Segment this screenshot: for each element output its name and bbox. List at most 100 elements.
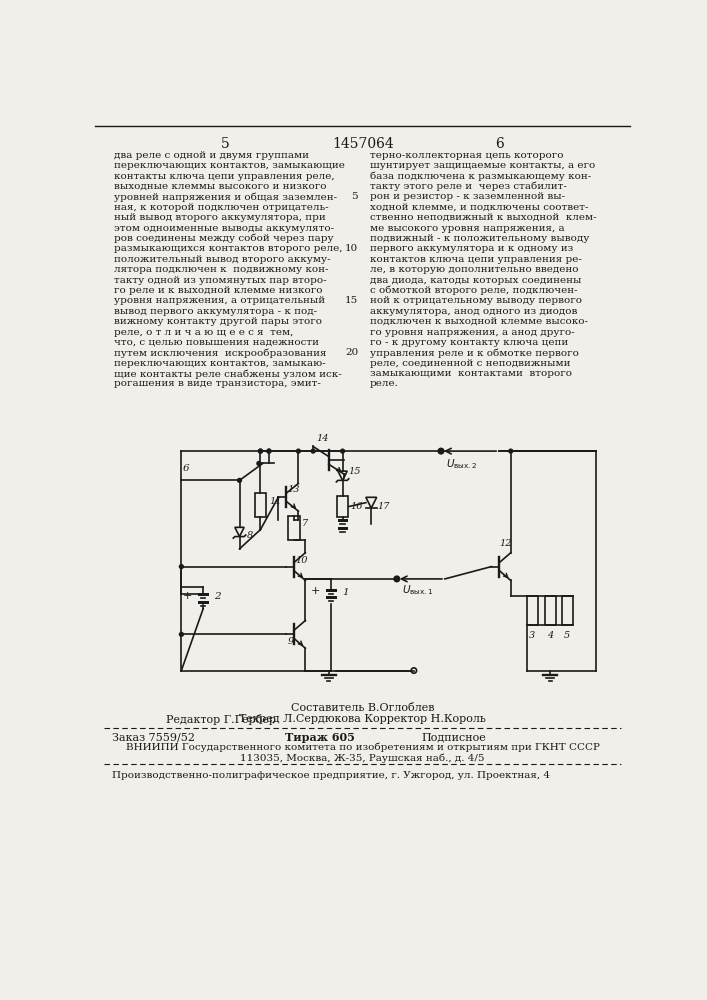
Text: +: + (183, 591, 192, 601)
Text: 14: 14 (316, 434, 329, 443)
Text: ный вывод второго аккумулятора, при: ный вывод второго аккумулятора, при (114, 213, 326, 222)
Text: уровней напряжения и общая заземлен-: уровней напряжения и общая заземлен- (114, 192, 337, 202)
Text: контактов ключа цепи управления ре-: контактов ключа цепи управления ре- (370, 255, 582, 264)
Text: +: + (310, 586, 320, 596)
Text: 20: 20 (345, 348, 358, 357)
Text: ме высокого уровня напряжения, а: ме высокого уровня напряжения, а (370, 224, 564, 233)
Text: ходной клемме, и подключены соответ-: ходной клемме, и подключены соответ- (370, 203, 588, 212)
Text: 5: 5 (221, 137, 230, 151)
Text: аккумулятора, анод одного из диодов: аккумулятора, анод одного из диодов (370, 307, 577, 316)
Text: Заказ 7559/52: Заказ 7559/52 (112, 732, 194, 742)
Text: такту этого реле и  через стабилит-: такту этого реле и через стабилит- (370, 182, 566, 191)
Text: терно-коллекторная цепь которого: терно-коллекторная цепь которого (370, 151, 563, 160)
Text: 113035, Москва, Ж-35, Раушская наб., д. 4/5: 113035, Москва, Ж-35, Раушская наб., д. … (240, 754, 485, 763)
Text: Тираж 605: Тираж 605 (285, 732, 355, 743)
Text: ной к отрицательному выводу первого: ной к отрицательному выводу первого (370, 296, 582, 305)
Text: положительный вывод второго аккуму-: положительный вывод второго аккуму- (114, 255, 331, 264)
Circle shape (311, 449, 315, 453)
Bar (545, 596, 556, 625)
Text: путем исключения  искрообразования: путем исключения искрообразования (114, 348, 327, 358)
Circle shape (267, 449, 271, 453)
Text: реле, соединенной с неподвижными: реле, соединенной с неподвижными (370, 359, 571, 368)
Text: с обмоткой второго реле, подключен-: с обмоткой второго реле, подключен- (370, 286, 578, 295)
Circle shape (395, 577, 399, 581)
Text: что, с целью повышения надежности: что, с целью повышения надежности (114, 338, 319, 347)
Text: ров соединены между собой через пару: ров соединены между собой через пару (114, 234, 334, 243)
Circle shape (257, 461, 261, 465)
Circle shape (259, 449, 262, 453)
Text: ле, в которую дополнительно введено: ле, в которую дополнительно введено (370, 265, 578, 274)
Circle shape (180, 565, 183, 569)
Text: 6: 6 (495, 137, 503, 151)
Text: 7: 7 (303, 519, 308, 528)
Circle shape (267, 449, 271, 453)
Text: такту одной из упомянутых пар второ-: такту одной из упомянутых пар второ- (114, 276, 327, 285)
Text: база подключена к размыкающему кон-: база подключена к размыкающему кон- (370, 172, 591, 181)
Circle shape (296, 449, 300, 453)
Text: Техред Л.Сердюкова Корректор Н.Король: Техред Л.Сердюкова Корректор Н.Король (239, 714, 486, 724)
Text: два реле с одной и двумя группами: два реле с одной и двумя группами (114, 151, 309, 160)
Text: ная, к которой подключен отрицатель-: ная, к которой подключен отрицатель- (114, 203, 329, 212)
Text: выходные клеммы высокого и низкого: выходные клеммы высокого и низкого (114, 182, 327, 191)
Text: $U_{\sf вых.2}$: $U_{\sf вых.2}$ (446, 457, 478, 471)
Text: вижному контакту другой пары этого: вижному контакту другой пары этого (114, 317, 322, 326)
Text: Составитель В.Оглоблев: Составитель В.Оглоблев (291, 703, 435, 713)
Text: 13: 13 (288, 485, 300, 494)
Text: уровня напряжения, а отрицательный: уровня напряжения, а отрицательный (114, 296, 325, 305)
Text: рогашения в виде транзистора, эмит-: рогашения в виде транзистора, эмит- (114, 379, 321, 388)
Text: 15: 15 (349, 467, 361, 476)
Text: 10: 10 (296, 556, 308, 565)
Text: 12: 12 (499, 539, 512, 548)
Circle shape (509, 449, 513, 453)
Bar (527, 596, 538, 625)
Text: шунтирует защищаемые контакты, а его: шунтирует защищаемые контакты, а его (370, 161, 595, 170)
Text: 1: 1 (341, 588, 349, 597)
Text: рон и резистор - к заземленной вы-: рон и резистор - к заземленной вы- (370, 192, 565, 201)
Circle shape (238, 478, 241, 482)
Bar (562, 596, 573, 625)
Text: 10: 10 (345, 244, 358, 253)
Text: го уровня напряжения, а анод друго-: го уровня напряжения, а анод друго- (370, 328, 575, 337)
Circle shape (180, 632, 183, 636)
Text: 15: 15 (345, 296, 358, 305)
Text: го - к другому контакту ключа цепи: го - к другому контакту ключа цепи (370, 338, 568, 347)
Text: 4: 4 (547, 631, 554, 640)
Text: управления реле и к обмотке первого: управления реле и к обмотке первого (370, 348, 578, 358)
Circle shape (439, 449, 443, 453)
Text: 1457064: 1457064 (332, 137, 394, 151)
Circle shape (259, 449, 262, 453)
Text: 5: 5 (564, 631, 571, 640)
Text: реле, о т л и ч а ю щ е е с я  тем,: реле, о т л и ч а ю щ е е с я тем, (114, 328, 293, 337)
Text: щие контакты реле снабжены узлом иск-: щие контакты реле снабжены узлом иск- (114, 369, 341, 379)
Text: Подписное: Подписное (421, 732, 486, 742)
Text: Редактор Г.Гербер: Редактор Г.Гербер (166, 714, 276, 725)
Text: 6: 6 (183, 464, 189, 473)
Circle shape (341, 449, 344, 453)
Bar (288, 516, 300, 540)
Text: первого аккумулятора и к одному из: первого аккумулятора и к одному из (370, 244, 573, 253)
Bar (337, 496, 349, 517)
Text: размыкающихся контактов второго реле,: размыкающихся контактов второго реле, (114, 244, 342, 253)
Text: Производственно-полиграфическое предприятие, г. Ужгород, ул. Проектная, 4: Производственно-полиграфическое предприя… (112, 771, 549, 780)
Text: 5: 5 (351, 192, 358, 201)
Text: переключающих контактов, замыкающие: переключающих контактов, замыкающие (114, 161, 345, 170)
Text: контакты ключа цепи управления реле,: контакты ключа цепи управления реле, (114, 172, 334, 181)
Text: ВНИИПИ Государственного комитета по изобретениям и открытиям при ГКНТ СССР: ВНИИПИ Государственного комитета по изоб… (126, 743, 600, 752)
Text: замыкающими  контактами  второго: замыкающими контактами второго (370, 369, 572, 378)
Text: 11: 11 (270, 497, 282, 506)
Text: этом одноименные выводы аккумулято-: этом одноименные выводы аккумулято- (114, 224, 334, 233)
Text: $U_{\sf вых.1}$: $U_{\sf вых.1}$ (402, 584, 434, 597)
Text: 9: 9 (288, 637, 294, 646)
Text: подвижный - к положительному выводу: подвижный - к положительному выводу (370, 234, 589, 243)
Text: вывод первого аккумулятора - к под-: вывод первого аккумулятора - к под- (114, 307, 317, 316)
Text: 2: 2 (214, 592, 221, 601)
Text: переключающих контактов, замыкаю-: переключающих контактов, замыкаю- (114, 359, 326, 368)
Text: два диода, катоды которых соединены: два диода, катоды которых соединены (370, 276, 581, 285)
Text: ственно неподвижный к выходной  клем-: ственно неподвижный к выходной клем- (370, 213, 596, 222)
Text: 16: 16 (351, 502, 363, 511)
Text: 3: 3 (530, 631, 536, 640)
Text: 17: 17 (378, 502, 390, 511)
Text: подключен к выходной клемме высоко-: подключен к выходной клемме высоко- (370, 317, 588, 326)
Text: го реле и к выходной клемме низкого: го реле и к выходной клемме низкого (114, 286, 322, 295)
Text: лятора подключен к  подвижному кон-: лятора подключен к подвижному кон- (114, 265, 329, 274)
